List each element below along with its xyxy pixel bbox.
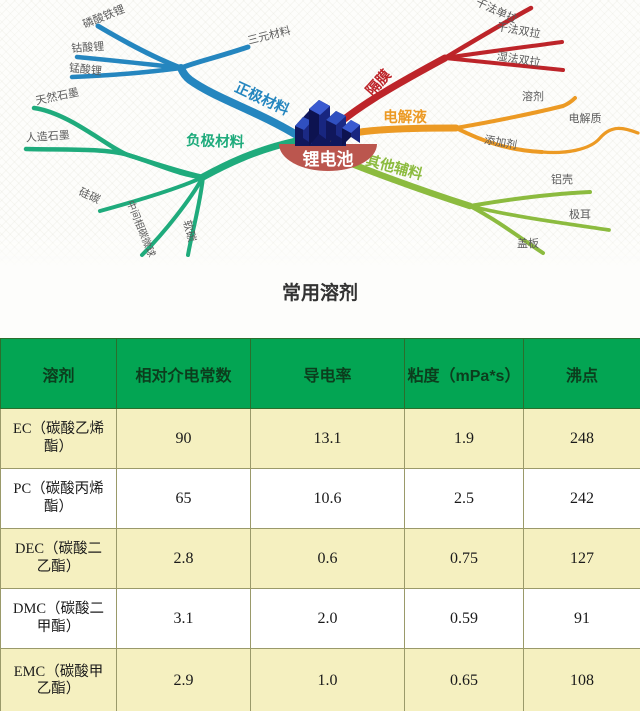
- svg-text:电解液: 电解液: [383, 108, 427, 126]
- svg-text:溶剂: 溶剂: [522, 89, 544, 103]
- svg-text:锂电池: 锂电池: [303, 149, 354, 169]
- svg-text:干法双拉: 干法双拉: [496, 19, 542, 40]
- svg-text:硅碳: 硅碳: [77, 184, 103, 206]
- svg-text:负极材料: 负极材料: [186, 131, 245, 151]
- svg-text:铝壳: 铝壳: [551, 172, 573, 186]
- svg-text:钴酸锂: 钴酸锂: [71, 39, 105, 55]
- svg-text:中间相碳微球: 中间相碳微球: [124, 198, 159, 259]
- svg-text:极耳: 极耳: [569, 207, 591, 221]
- svg-text:三元材料: 三元材料: [246, 23, 292, 47]
- svg-text:盖板: 盖板: [517, 236, 539, 250]
- svg-text:干法单拉: 干法单拉: [474, 0, 520, 26]
- svg-text:人造石墨: 人造石墨: [25, 127, 70, 144]
- svg-text:添加剂: 添加剂: [483, 132, 518, 152]
- svg-text:天然石墨: 天然石墨: [34, 85, 80, 108]
- svg-text:电解质: 电解质: [569, 111, 602, 125]
- svg-text:隔膜: 隔膜: [362, 65, 395, 99]
